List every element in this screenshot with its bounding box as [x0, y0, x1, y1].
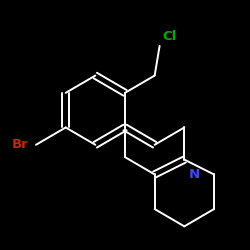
Text: N: N — [189, 168, 200, 181]
Text: Cl: Cl — [162, 30, 176, 43]
Text: Br: Br — [12, 138, 28, 151]
